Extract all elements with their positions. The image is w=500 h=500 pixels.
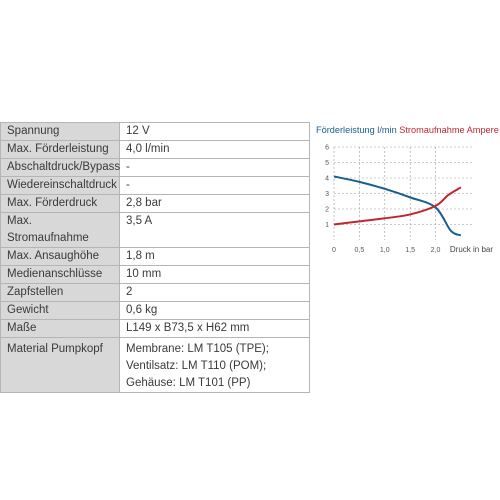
y-tick-label: 1 <box>325 222 329 229</box>
series-line-2 <box>333 186 462 226</box>
spec-row: Medienanschlüsse 10 mm <box>0 265 310 284</box>
chart-panel: Förderleistung l/min Stromaufnahme Amper… <box>310 122 499 255</box>
y-tick-label: 3 <box>325 191 329 198</box>
spec-label: Medienanschlüsse <box>0 265 120 284</box>
spec-table: Spannung 12 V Max. Förderleistung 4,0 l/min… <box>0 122 310 393</box>
spec-row: Zapfstellen 2 <box>0 283 310 302</box>
spec-label: Max. Förderdruck <box>0 194 120 213</box>
spec-value: Membrane: LM T105 (TPE); Ventilsatz: LM … <box>119 337 310 393</box>
spec-row: Maße L149 x B73,5 x H62 mm <box>0 319 310 338</box>
spec-row: Max. Ansaughöhe 1,8 m <box>0 247 310 266</box>
spec-label: Zapfstellen <box>0 283 120 302</box>
spec-label: Maße <box>0 319 120 338</box>
spec-row: Max. Stromaufnahme 3,5 A <box>0 212 310 248</box>
x-tick-label: 2,0 <box>431 247 441 254</box>
legend-series-1: Förderleistung l/min <box>316 125 397 135</box>
spec-value: 1,8 m <box>119 247 310 266</box>
spec-value: 3,5 A <box>119 212 310 248</box>
spec-value: 2,8 bar <box>119 194 310 213</box>
y-tick-label: 6 <box>325 145 329 152</box>
spec-row: Material Pumpkopf Membrane: LM T105 (TPE)… <box>0 337 310 393</box>
spec-value: L149 x B73,5 x H62 mm <box>119 319 310 338</box>
spec-value: 2 <box>119 283 310 302</box>
x-tick-label: 1,5 <box>405 247 415 254</box>
spec-value: 0,6 kg <box>119 301 310 320</box>
spec-label: Spannung <box>0 122 120 141</box>
spec-value: 10 mm <box>119 265 310 284</box>
spec-label: Max. Ansaughöhe <box>0 247 120 266</box>
spec-row: Max. Förderdruck 2,8 bar <box>0 194 310 213</box>
y-tick-label: 5 <box>325 160 329 167</box>
chart-legend: Förderleistung l/min Stromaufnahme Amper… <box>316 125 499 135</box>
spec-row: Gewicht 0,6 kg <box>0 301 310 320</box>
legend-series-2: Stromaufnahme Ampere <box>399 125 499 135</box>
spec-label: Max. Förderleistung <box>0 140 120 159</box>
spec-row: Wiedereinschaltdruck - <box>0 176 310 195</box>
x-tick-label: 0,5 <box>355 247 365 254</box>
x-tick-label: 1,0 <box>380 247 390 254</box>
spec-label: Gewicht <box>0 301 120 320</box>
y-tick-label: 4 <box>325 176 329 183</box>
spec-label: Material Pumpkopf <box>0 337 120 393</box>
series-line-1 <box>333 175 462 237</box>
y-tick-label: 2 <box>325 207 329 214</box>
spec-label: Max. Stromaufnahme <box>0 212 120 248</box>
spec-value: - <box>119 158 310 177</box>
spec-value: 4,0 l/min <box>119 140 310 159</box>
spec-row: Max. Förderleistung 4,0 l/min <box>0 140 310 159</box>
spec-value: 12 V <box>119 122 310 141</box>
spec-row: Spannung 12 V <box>0 122 310 141</box>
performance-chart: 1 2 3 4 5 6 0 0,5 1,0 1,5 2,0 Druck in bar <box>325 145 493 255</box>
x-axis-label: Druck in bar <box>450 245 493 254</box>
spec-value: - <box>119 176 310 195</box>
x-tick-label: 0 <box>332 247 336 254</box>
spec-label: Abschaltdruck/Bypass <box>0 158 120 177</box>
spec-row: Abschaltdruck/Bypass - <box>0 158 310 177</box>
spec-label: Wiedereinschaltdruck <box>0 176 120 195</box>
